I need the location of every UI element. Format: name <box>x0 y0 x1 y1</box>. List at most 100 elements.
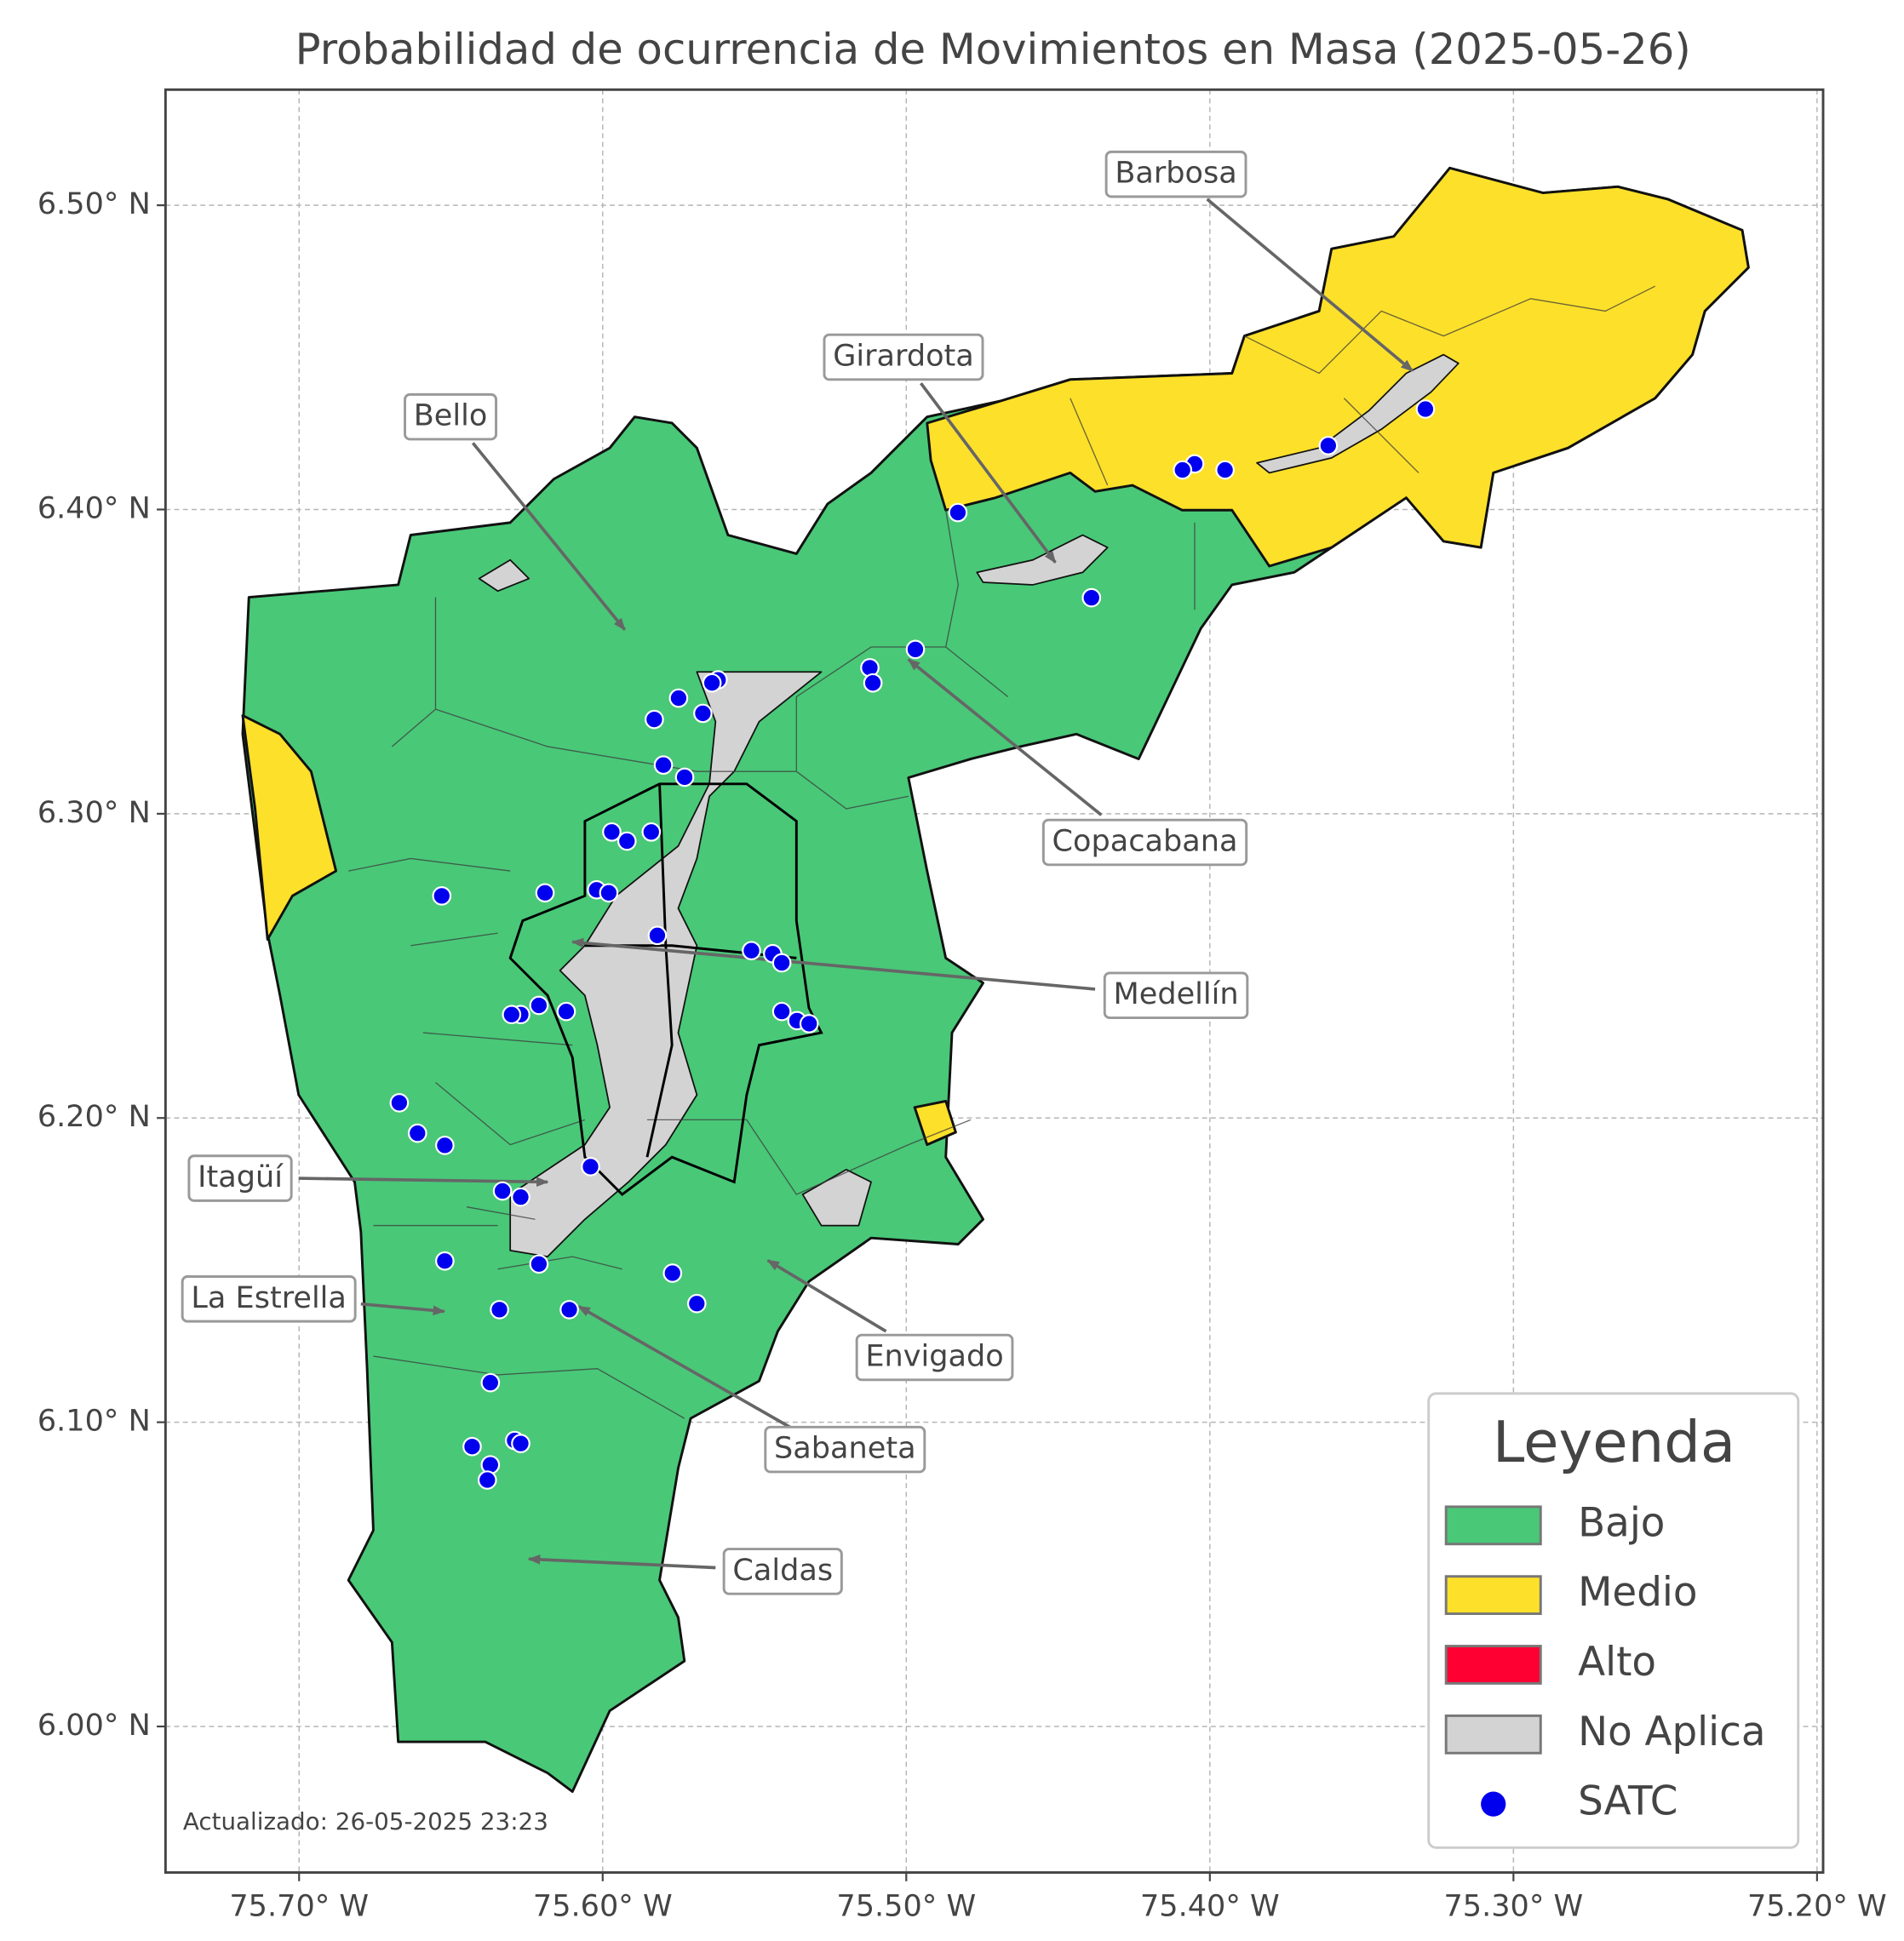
satc-station <box>511 1434 530 1453</box>
legend-swatch <box>1444 1645 1542 1685</box>
legend-label: Alto <box>1578 1640 1656 1686</box>
annotation-arrow <box>1206 198 1414 372</box>
y-tick-label: 6.40° N <box>37 490 151 525</box>
satc-station <box>535 883 555 903</box>
satc-station <box>480 1372 501 1393</box>
satc-station <box>771 1001 792 1022</box>
annotation-arrow <box>907 658 1103 816</box>
satc-station <box>490 1300 509 1320</box>
satc-station <box>432 886 452 906</box>
satc-station <box>668 688 689 708</box>
satc-station <box>1318 436 1339 455</box>
region-medio <box>926 166 1750 568</box>
satc-station <box>771 953 792 973</box>
y-tick-label: 6.50° N <box>37 186 151 221</box>
satc-station <box>653 755 674 776</box>
annotation-label: Caldas <box>732 1553 833 1588</box>
satc-station <box>1415 399 1436 419</box>
x-tick-label: 75.60° W <box>533 1888 673 1923</box>
satc-station <box>647 925 668 946</box>
satc-station <box>1215 460 1235 480</box>
satc-station <box>702 673 722 693</box>
annotation-label: Envigado <box>865 1339 1003 1374</box>
annotation-label: La Estrella <box>191 1280 347 1315</box>
map-title: Probabilidad de ocurrencia de Movimiento… <box>295 25 1691 74</box>
satc-station <box>511 1187 530 1207</box>
annotation-box <box>181 1275 357 1323</box>
region-bajo <box>241 166 1750 1794</box>
legend-label: Bajo <box>1578 1500 1665 1546</box>
annotation-box <box>1103 971 1249 1019</box>
satc-station <box>435 1251 455 1271</box>
legend-label: SATC <box>1578 1779 1677 1825</box>
satc-station <box>407 1123 427 1143</box>
satc-station <box>905 639 926 660</box>
satc-station <box>674 767 695 787</box>
satc-station <box>529 995 549 1016</box>
annotation-arrow <box>920 382 1057 564</box>
region-no-aplica <box>976 534 1109 586</box>
boundary <box>348 285 1656 1419</box>
legend-swatch <box>1444 1575 1542 1616</box>
satc-station <box>389 1093 410 1113</box>
satc-station <box>559 1300 579 1320</box>
annotation-label: Medellín <box>1114 976 1239 1011</box>
x-tick-label: 75.50° W <box>836 1888 976 1923</box>
y-tick-label: 6.10° N <box>37 1404 151 1439</box>
legend-label: Medio <box>1578 1570 1697 1616</box>
satc-station <box>686 1293 707 1314</box>
legend-marker <box>1481 1791 1506 1817</box>
x-tick-label: 75.30° W <box>1443 1888 1583 1923</box>
annotation-box <box>1041 818 1248 867</box>
plot-frame <box>163 88 1825 1875</box>
satc-station <box>599 883 619 903</box>
satc-station <box>492 1181 513 1201</box>
annotation-arrow <box>360 1302 446 1316</box>
legend-swatch <box>1444 1714 1542 1755</box>
x-tick-label: 75.20° W <box>1747 1888 1887 1923</box>
annotation-label: Itagüí <box>198 1159 284 1194</box>
annotation-label: Sabaneta <box>774 1431 916 1466</box>
satc-station <box>502 1005 522 1025</box>
region-no-aplica <box>478 558 530 593</box>
annotation-label: Barbosa <box>1115 156 1236 191</box>
region-medio <box>913 1099 957 1147</box>
satc-station <box>742 941 761 961</box>
annotation-arrow <box>298 1177 549 1188</box>
satc-station <box>602 822 622 842</box>
y-tick-label: 6.20° N <box>37 1099 151 1134</box>
footer-note: Actualizado: 26-05-2025 23:23 <box>183 1807 548 1835</box>
satc-station <box>948 502 968 523</box>
annotation-arrow <box>571 937 1096 991</box>
satc-station <box>529 1254 549 1274</box>
satc-station <box>693 703 713 724</box>
region-no-aplica <box>801 1168 872 1227</box>
legend-title: Leyenda <box>1493 1409 1735 1475</box>
satc-station <box>581 1157 600 1177</box>
legend-label: No Aplica <box>1578 1709 1765 1755</box>
satc-station <box>641 822 662 842</box>
x-tick-label: 75.40° W <box>1140 1888 1280 1923</box>
satc-station <box>617 831 637 851</box>
x-tick-label: 75.70° W <box>229 1888 369 1923</box>
region-no-aplica <box>1256 353 1460 474</box>
y-tick-label: 6.00° N <box>37 1708 151 1743</box>
satc-station <box>863 673 883 693</box>
annotation-box <box>764 1425 926 1474</box>
annotation-box <box>823 333 984 381</box>
satc-station <box>556 1001 576 1022</box>
annotation-box <box>1104 150 1247 198</box>
annotation-arrow <box>471 442 627 631</box>
region-medio <box>241 713 338 941</box>
satc-station <box>662 1263 683 1283</box>
annotation-box <box>404 392 498 441</box>
annotation-arrow <box>766 1258 887 1333</box>
legend-swatch <box>1444 1505 1542 1546</box>
annotation-box <box>722 1548 843 1595</box>
satc-station <box>645 709 664 730</box>
satc-station <box>799 1014 819 1033</box>
satc-station <box>477 1470 497 1490</box>
annotation-box <box>187 1154 293 1202</box>
